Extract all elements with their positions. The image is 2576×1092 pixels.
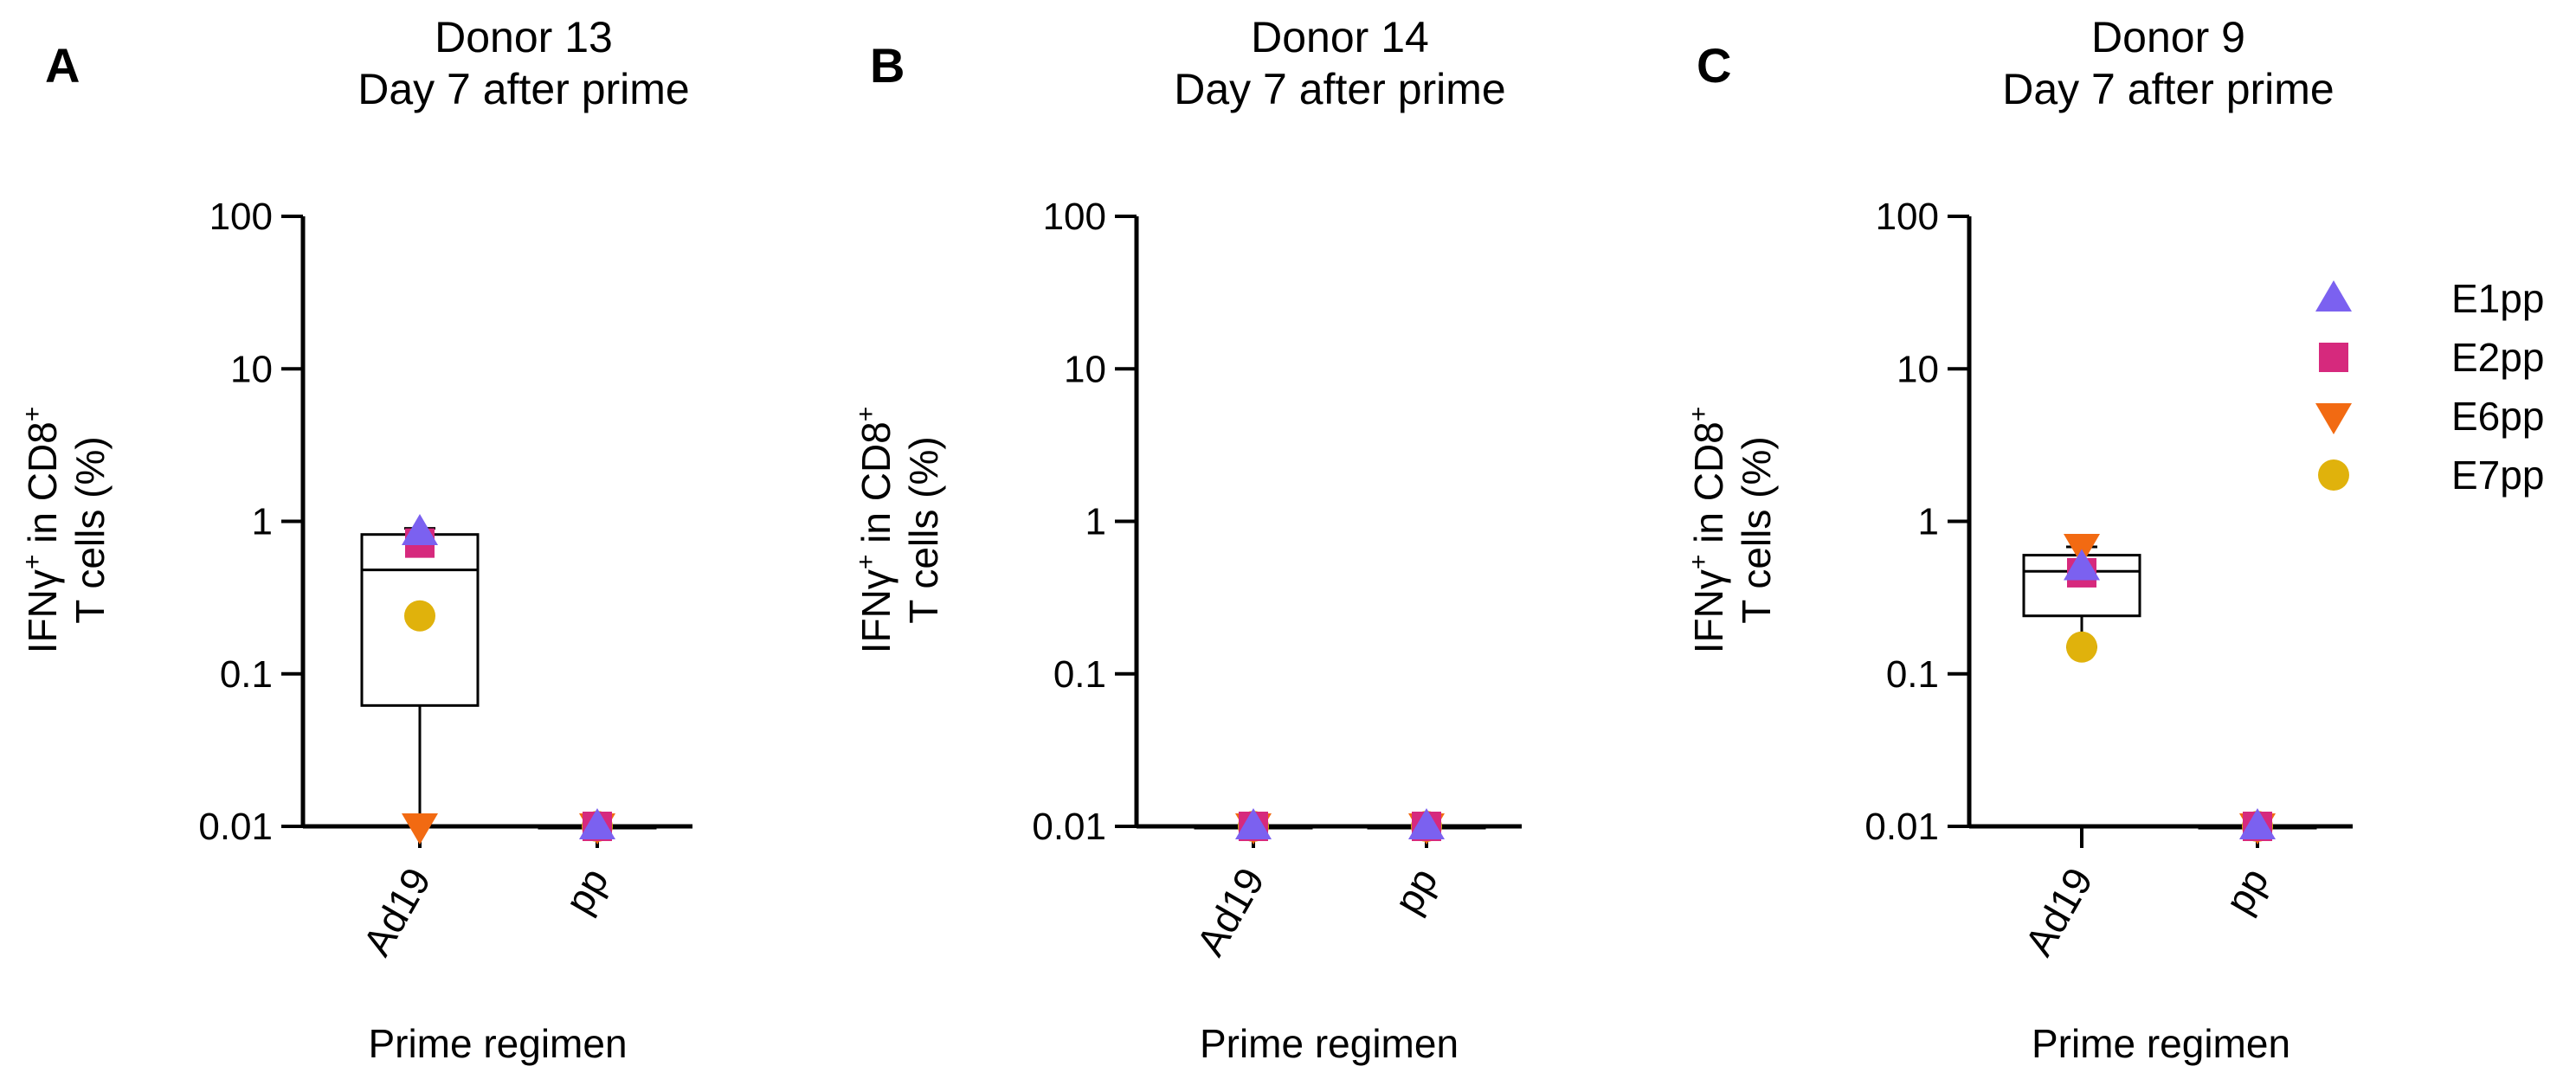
legend-label: E1pp xyxy=(2451,276,2544,321)
y-label-part: IFNγ xyxy=(1686,569,1731,653)
legend-marker-e1pp xyxy=(2315,280,2352,312)
y-tick-label: 0.01 xyxy=(198,806,273,848)
data-point-e7pp xyxy=(404,600,435,632)
y-label-sup: + xyxy=(1684,555,1713,570)
y-tick-label: 100 xyxy=(1876,196,1939,238)
x-axis-label: Prime regimen xyxy=(368,1021,627,1066)
panel-letter: A xyxy=(45,38,80,93)
y-tick-label: 10 xyxy=(230,348,273,390)
y-axis-label-line1: IFNγ+ in CD8+ xyxy=(18,407,65,654)
y-label-part: in CD8 xyxy=(853,421,898,554)
data-point-e1pp xyxy=(402,513,438,545)
x-tick-label: Ad19 xyxy=(354,860,440,963)
y-tick-label: 1 xyxy=(252,501,273,543)
y-tick-label: 10 xyxy=(1064,348,1106,390)
panel-title-line: Day 7 after prime xyxy=(2002,65,2334,113)
y-label-sup: + xyxy=(18,407,47,422)
panel-title-line: Donor 9 xyxy=(2091,13,2245,61)
data-point-e1pp xyxy=(1408,808,1445,839)
y-tick-label: 100 xyxy=(209,196,273,238)
legend: E1pp E2pp E6pp E7pp xyxy=(2315,276,2544,498)
y-label-sup: + xyxy=(852,407,880,422)
x-tick-label: pp xyxy=(1385,860,1446,921)
data-point-e7pp xyxy=(2066,631,2097,663)
legend-marker-e2pp xyxy=(2319,343,2348,372)
y-tick-label: 0.1 xyxy=(1053,653,1106,696)
panel-letter: C xyxy=(1697,38,1731,93)
data-point-e1pp xyxy=(2239,808,2276,839)
y-axis-label-line1: IFNγ+ in CD8+ xyxy=(1684,407,1731,654)
y-label-sup: + xyxy=(18,555,47,570)
y-tick-label: 0.1 xyxy=(1886,653,1939,696)
legend-label: E6pp xyxy=(2451,394,2544,439)
panel-title-line: Day 7 after prime xyxy=(357,65,689,113)
data-point-e6pp xyxy=(402,813,438,845)
data-point-e1pp xyxy=(2064,549,2100,581)
y-tick-label: 1 xyxy=(1918,501,1939,543)
panel-title-line: Day 7 after prime xyxy=(1174,65,1505,113)
y-tick-label: 0.1 xyxy=(220,653,273,696)
y-tick-label: 100 xyxy=(1043,196,1106,238)
legend-label: E2pp xyxy=(2451,335,2544,380)
panel-title-line: Donor 14 xyxy=(1251,13,1429,61)
y-label-part: in CD8 xyxy=(20,421,65,554)
data-point-e1pp xyxy=(1235,808,1272,839)
y-label-sup: + xyxy=(1684,407,1713,422)
x-axis-label: Prime regimen xyxy=(2032,1021,2290,1066)
x-axis-label: Prime regimen xyxy=(1200,1021,1459,1066)
y-axis-label-line2: T cells (%) xyxy=(68,436,113,623)
y-label-sup: + xyxy=(852,555,880,570)
x-tick-label: pp xyxy=(2216,860,2277,921)
y-axis-label-line2: T cells (%) xyxy=(901,436,946,623)
panel-letter: B xyxy=(870,38,905,93)
legend-marker-e7pp xyxy=(2318,459,2349,491)
y-tick-label: 1 xyxy=(1085,501,1106,543)
y-axis-label-line1: IFNγ+ in CD8+ xyxy=(852,407,898,654)
y-tick-label: 0.01 xyxy=(1864,806,1939,848)
data-point-e1pp xyxy=(579,808,615,839)
y-label-part: IFNγ xyxy=(20,569,65,653)
x-tick-label: Ad19 xyxy=(2016,860,2102,963)
box-plot xyxy=(360,527,480,828)
y-tick-label: 0.01 xyxy=(1032,806,1106,848)
panel-title-line: Donor 13 xyxy=(435,13,613,61)
y-label-part: in CD8 xyxy=(1686,421,1731,554)
legend-label: E7pp xyxy=(2451,453,2544,498)
x-tick-label: Ad19 xyxy=(1188,860,1273,963)
x-tick-label: pp xyxy=(556,860,617,921)
y-tick-label: 10 xyxy=(1897,348,1939,390)
y-label-part: IFNγ xyxy=(853,569,898,653)
legend-marker-e6pp xyxy=(2315,403,2352,434)
y-axis-label-line2: T cells (%) xyxy=(1734,436,1779,623)
